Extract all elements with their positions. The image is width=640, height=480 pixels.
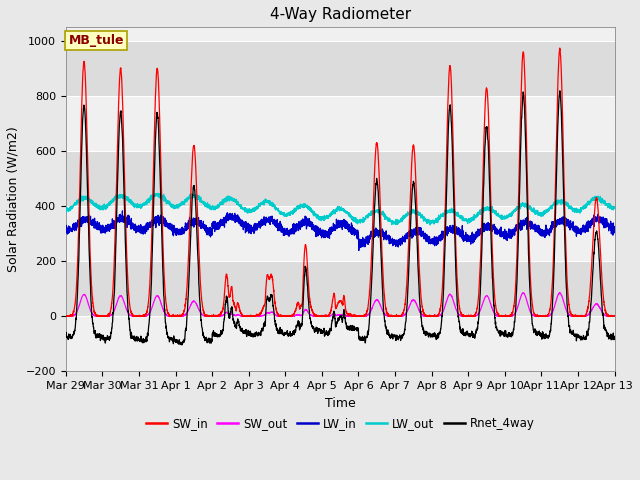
Bar xyxy=(66,261,614,316)
Bar xyxy=(66,41,614,96)
Bar xyxy=(66,206,614,261)
Bar xyxy=(66,96,614,151)
X-axis label: Time: Time xyxy=(325,396,356,410)
Text: MB_tule: MB_tule xyxy=(68,34,124,47)
Y-axis label: Solar Radiation (W/m2): Solar Radiation (W/m2) xyxy=(7,127,20,272)
Legend: SW_in, SW_out, LW_in, LW_out, Rnet_4way: SW_in, SW_out, LW_in, LW_out, Rnet_4way xyxy=(141,412,539,434)
Bar xyxy=(66,151,614,206)
Title: 4-Way Radiometer: 4-Way Radiometer xyxy=(269,7,411,22)
Bar xyxy=(66,316,614,372)
